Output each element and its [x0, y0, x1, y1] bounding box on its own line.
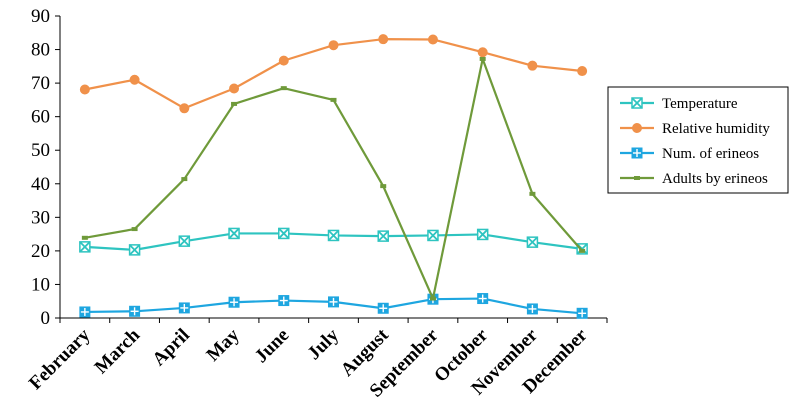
y-tick-label: 50: [31, 140, 50, 161]
data-point: [181, 177, 188, 182]
data-point: [278, 295, 290, 307]
data-point: [380, 184, 387, 189]
data-point: [79, 306, 91, 318]
data-point: [231, 101, 238, 106]
data-point: [327, 229, 340, 242]
data-point: [178, 302, 190, 314]
legend-label: Adults by erineos: [662, 171, 768, 187]
legend-item: Num. of erineos: [620, 146, 759, 162]
series-1: [79, 34, 588, 114]
legend-label: Relative humidity: [662, 121, 770, 137]
legend-marker: [631, 97, 643, 109]
data-point: [529, 191, 536, 196]
data-point: [131, 227, 138, 232]
y-tick-label: 80: [31, 40, 50, 61]
data-point: [479, 56, 486, 61]
y-tick-label: 90: [31, 6, 50, 27]
legend-label: Temperature: [662, 96, 738, 112]
legend-item: Adults by erineos: [620, 171, 768, 187]
legend-marker: [634, 176, 640, 180]
data-point: [129, 74, 140, 85]
legend-marker: [631, 147, 643, 159]
data-point: [278, 55, 289, 66]
legend-item: Temperature: [620, 96, 738, 112]
data-point: [527, 60, 538, 71]
data-point: [330, 97, 337, 102]
data-point: [577, 66, 588, 77]
data-point: [377, 230, 389, 242]
data-point: [178, 235, 191, 247]
y-tick-label: 70: [31, 73, 50, 94]
data-point: [427, 229, 439, 242]
data-point: [579, 248, 586, 253]
y-tick-label: 40: [31, 174, 50, 195]
data-point: [79, 84, 90, 95]
data-point: [526, 303, 538, 315]
x-tick-label: February: [25, 324, 95, 394]
data-point: [526, 236, 539, 248]
x-tick-label: March: [91, 324, 145, 378]
legend-label: Num. of erineos: [662, 146, 759, 162]
data-point: [477, 293, 489, 305]
series-2: [79, 293, 588, 319]
data-point: [328, 296, 339, 308]
x-tick-label: June: [251, 325, 293, 367]
data-point: [378, 34, 389, 45]
data-point: [128, 244, 141, 256]
x-tick-label: April: [148, 325, 193, 370]
data-point: [228, 227, 240, 240]
data-point: [476, 228, 489, 241]
data-point: [576, 307, 588, 319]
y-tick-label: 0: [41, 308, 51, 329]
data-point: [377, 302, 389, 314]
y-ticks: 0 10 20 30 40 50 60 70 80 90: [31, 6, 60, 329]
axes: [59, 16, 607, 319]
series-lines: [79, 34, 588, 319]
data-point: [278, 227, 290, 240]
data-point: [228, 296, 240, 308]
legend: Temperature Relative humidity Num. of erin…: [607, 86, 789, 194]
data-point: [79, 241, 91, 253]
data-point: [81, 235, 88, 240]
legend-item: Relative humidity: [620, 121, 770, 137]
x-tick-label: May: [203, 324, 244, 365]
series-0: [79, 227, 588, 256]
data-point: [328, 40, 339, 51]
x-tick-label: July: [304, 324, 344, 364]
data-point: [429, 296, 436, 301]
data-point: [280, 86, 287, 91]
series-3: [81, 56, 586, 301]
data-point: [427, 34, 438, 45]
data-point: [179, 103, 190, 114]
y-tick-label: 30: [31, 207, 50, 228]
data-point: [477, 47, 488, 58]
y-tick-label: 10: [31, 274, 50, 295]
data-point: [129, 305, 141, 317]
data-point: [229, 83, 240, 94]
legend-marker: [632, 123, 642, 133]
y-tick-label: 60: [31, 107, 50, 128]
y-tick-label: 20: [31, 241, 50, 262]
